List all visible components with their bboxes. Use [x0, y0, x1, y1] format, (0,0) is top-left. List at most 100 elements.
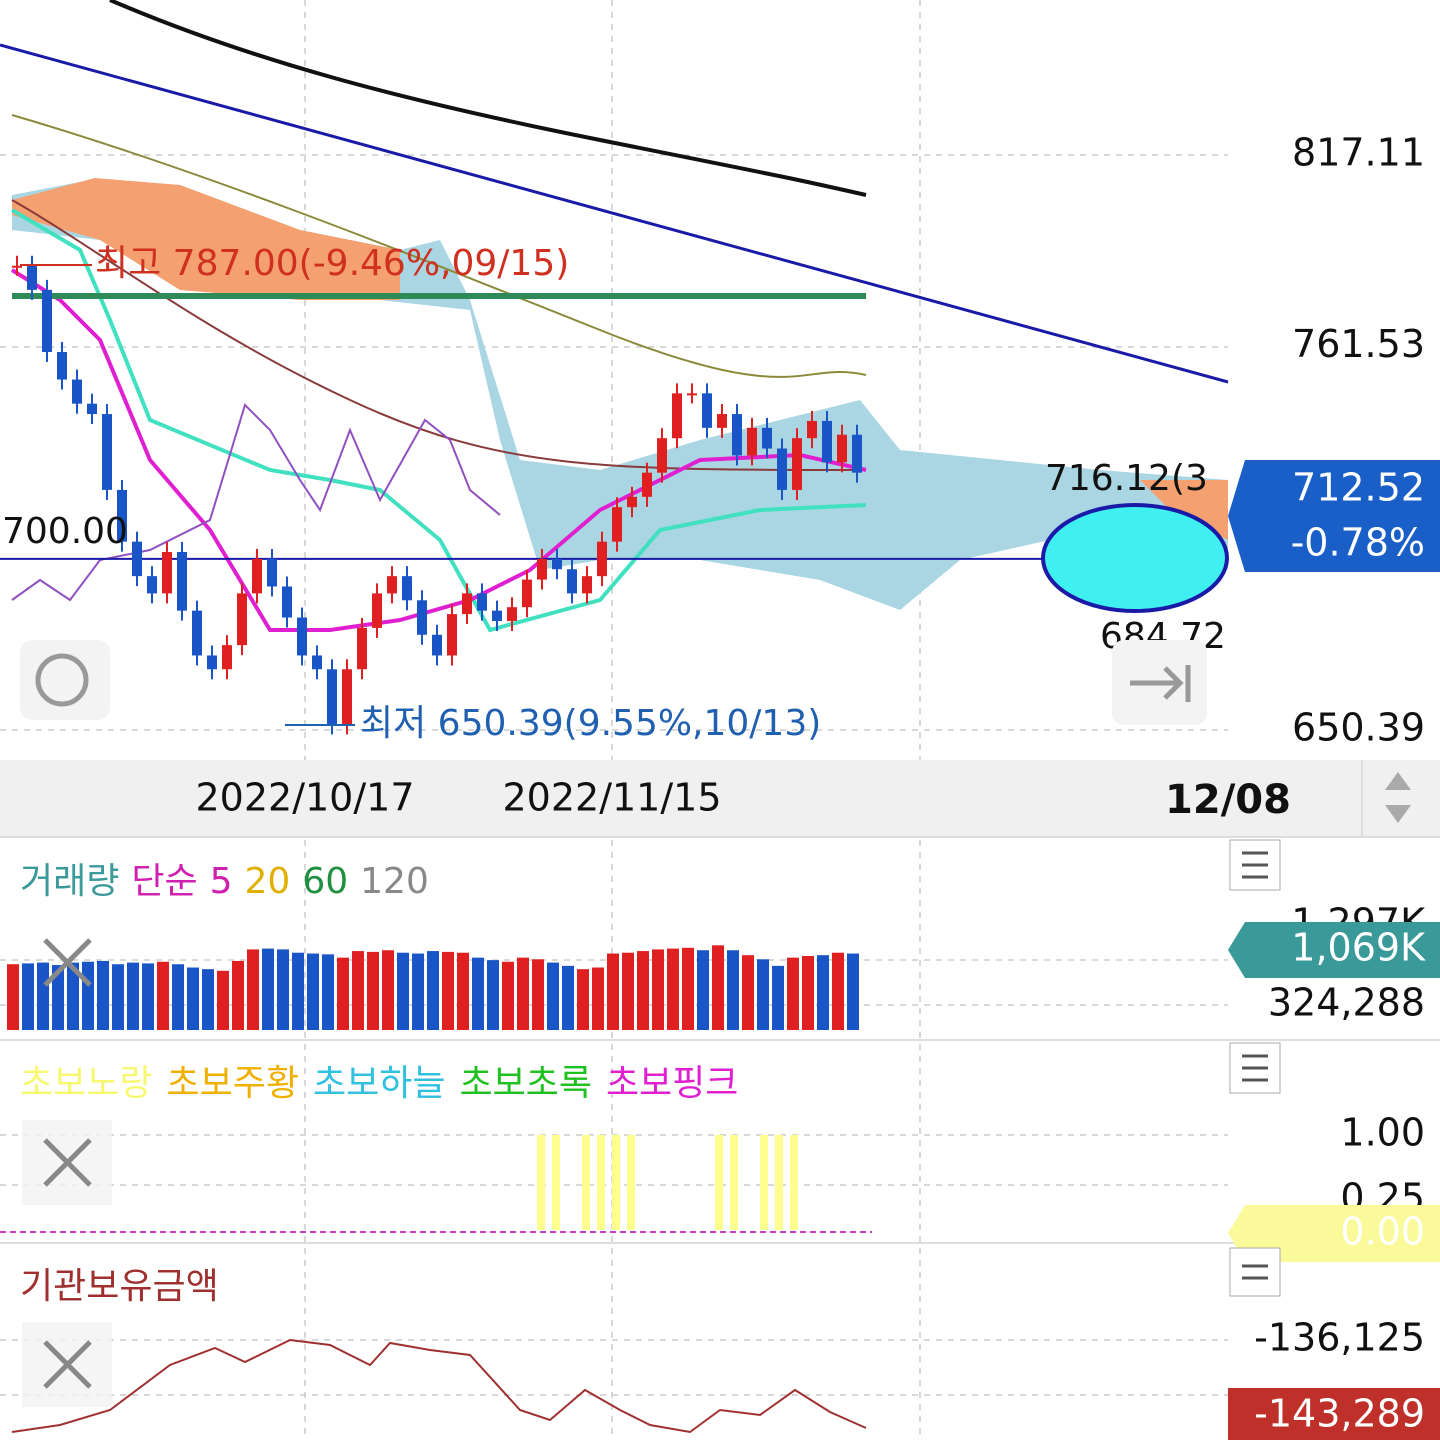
candle [552, 558, 562, 570]
volume-bar [622, 952, 634, 1030]
candle [807, 420, 817, 439]
current-change: -0.78% [1291, 521, 1425, 565]
candle [522, 579, 532, 608]
current-volume: 1,069K [1291, 926, 1426, 970]
candle [822, 420, 832, 463]
candle [597, 541, 607, 577]
t: 초보초록 [459, 1063, 591, 1104]
inst-line [11, 1338, 867, 1434]
candle [702, 393, 712, 428]
inst-title: 기관보유금액 [20, 1266, 219, 1307]
candle [492, 610, 502, 621]
t: 20 [245, 861, 291, 902]
t: 60 [302, 861, 348, 902]
candle [27, 265, 37, 290]
zoom-icon [35, 653, 89, 707]
ma-line [11, 114, 867, 378]
candle [477, 593, 487, 611]
volume-bar [427, 951, 439, 1030]
price-axis: 817.11 761.53 650.39 [1292, 131, 1425, 750]
base-line [10, 208, 867, 633]
candle [657, 438, 667, 473]
volume-bar [187, 967, 199, 1030]
volume-bar [802, 955, 814, 1030]
candle [462, 593, 472, 615]
volume-bar [352, 951, 364, 1030]
candle [132, 541, 142, 577]
candle [732, 414, 742, 456]
candle [42, 289, 52, 352]
volume-bar [367, 951, 379, 1030]
level-label: 700.00 [2, 511, 128, 552]
volume-bar [667, 948, 679, 1030]
volume-bar [712, 945, 724, 1030]
volume-bar [322, 954, 334, 1030]
volume-bar [67, 962, 79, 1030]
candle [357, 627, 367, 670]
volume-bar [7, 964, 19, 1030]
volume-bar [562, 965, 574, 1030]
candle [612, 507, 622, 542]
volume-bar [337, 957, 349, 1030]
candle [207, 655, 217, 670]
volume-bar [412, 953, 424, 1030]
volume-bar [292, 952, 304, 1030]
candle [537, 558, 547, 580]
candle [417, 600, 427, 635]
volume-bar [97, 960, 109, 1030]
candle [102, 414, 112, 490]
candle [177, 552, 187, 611]
resize-icon[interactable] [1385, 772, 1411, 823]
t: 단순 [131, 861, 197, 902]
cloud-label: 716.12(3 [1045, 458, 1208, 499]
signal-title: 초보노랑 초보주황 초보하늘 초보초록 초보핑크 [20, 1063, 738, 1104]
volume-bar [442, 951, 454, 1030]
volume-bar [112, 964, 124, 1030]
volume-bar [532, 959, 544, 1030]
y-tick-label: 324,288 [1268, 980, 1425, 1024]
candle [762, 427, 772, 449]
t: 5 [210, 861, 233, 902]
volume-bar [157, 961, 169, 1030]
volume-bar [262, 948, 274, 1030]
current-inst: -143,289 [1254, 1392, 1425, 1436]
candle [837, 434, 847, 463]
zoom-button[interactable] [20, 640, 110, 720]
volume-bar [517, 957, 529, 1030]
candle [432, 634, 442, 656]
y-tick-label: -136,125 [1254, 1316, 1425, 1360]
t: 120 [360, 861, 429, 902]
t: 초보노랑 [20, 1063, 152, 1104]
menu-button[interactable] [1229, 1247, 1281, 1297]
trend-line [0, 43, 1229, 384]
volume-bar [472, 957, 484, 1030]
t: 초보하늘 [313, 1063, 445, 1104]
current-signal: 0.00 [1340, 1210, 1425, 1254]
candle [282, 586, 292, 618]
volume-bar [82, 961, 94, 1030]
current-price-box [1228, 460, 1440, 572]
low-note: 최저 650.39(9.55%,10/13) [360, 703, 821, 744]
current-signal-box [1228, 1205, 1440, 1262]
y-tick-label: 817.11 [1292, 131, 1425, 175]
candle [852, 434, 862, 473]
volume-bar [697, 950, 709, 1030]
volume-bar [247, 949, 259, 1030]
volume-bar [577, 969, 589, 1030]
volume-bar [307, 953, 319, 1030]
ma-line [11, 199, 867, 471]
signal-bars [537, 1135, 798, 1230]
volume-bar [52, 965, 64, 1030]
t: 초보주황 [166, 1063, 298, 1104]
volume-bar [127, 962, 139, 1030]
candle [192, 610, 202, 656]
candle [162, 552, 172, 594]
t: 거래량 [20, 861, 119, 902]
y-tick-label: 761.53 [1292, 322, 1425, 366]
t: 초보핑크 [606, 1063, 738, 1104]
date-label: 2022/11/15 [502, 776, 721, 820]
volume-bar [217, 970, 229, 1030]
date-bar [0, 760, 1440, 836]
